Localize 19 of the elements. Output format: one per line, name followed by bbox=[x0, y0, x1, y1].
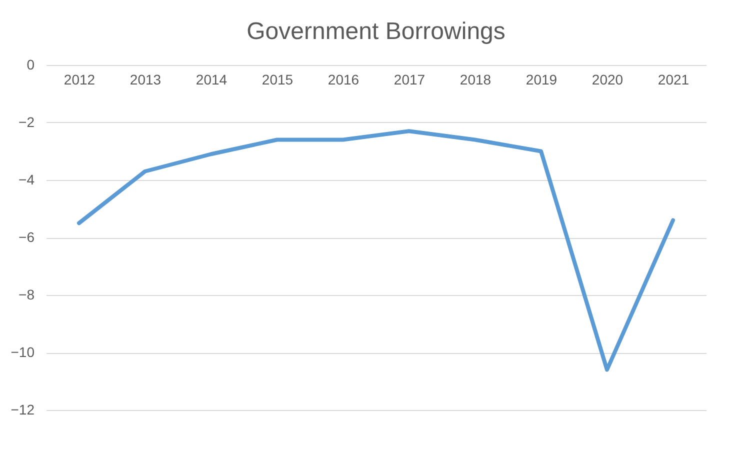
x-tick-label: 2021 bbox=[658, 72, 690, 88]
x-tick-label: 2016 bbox=[328, 72, 360, 88]
line-series bbox=[77, 129, 675, 372]
y-tick-label: −8 bbox=[18, 286, 35, 302]
x-tick-label: 2019 bbox=[526, 72, 558, 88]
x-tick-label: 2015 bbox=[262, 72, 294, 88]
y-tick-label: −4 bbox=[18, 172, 35, 188]
x-tick-label: 2014 bbox=[196, 72, 228, 88]
y-tick-label: −2 bbox=[18, 114, 35, 130]
x-tick-label: 2017 bbox=[394, 72, 426, 88]
y-tick-label: −12 bbox=[10, 402, 35, 418]
y-tick-label: −10 bbox=[10, 344, 35, 360]
y-tick-label: 0 bbox=[26, 56, 35, 72]
y-tick-label: −6 bbox=[18, 229, 35, 245]
x-tick-label: 2020 bbox=[592, 72, 624, 88]
x-tick-label: 2013 bbox=[130, 72, 162, 88]
x-tick-label: 2012 bbox=[64, 72, 96, 88]
x-tick-label: 2018 bbox=[460, 72, 492, 88]
chart-title: Government Borrowings bbox=[246, 18, 506, 45]
